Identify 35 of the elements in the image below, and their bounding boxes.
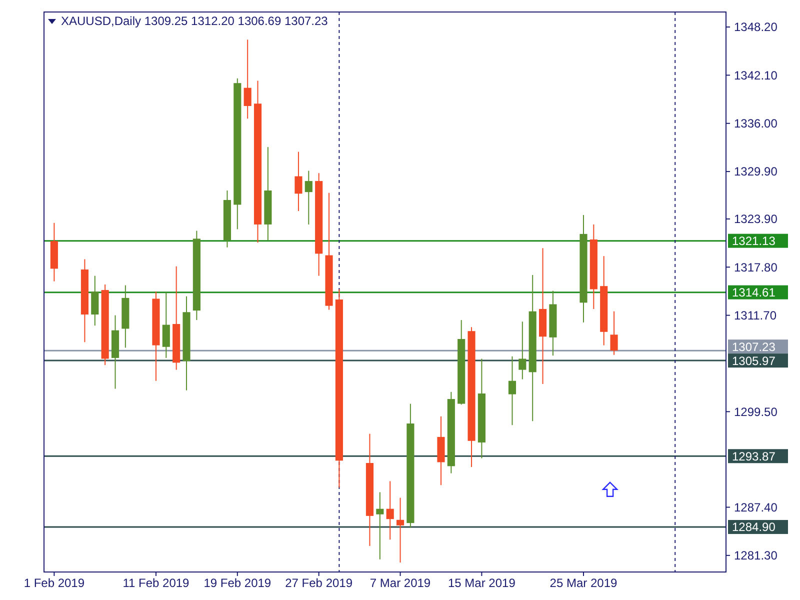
x-tick-label: 7 Mar 2019 [370,576,431,590]
candlestick [294,151,302,212]
x-tick-label: 11 Feb 2019 [122,576,190,590]
x-tick-label: 1 Feb 2019 [24,576,85,590]
y-tick-label: 1281.30 [734,548,778,563]
ref-line-label: 1284.90 [732,520,776,534]
candlestick [376,492,384,560]
ref-line-label: 1307.23 [732,340,776,354]
candlestick [518,321,526,380]
x-tick-label: 25 Mar 2019 [550,576,618,590]
candlestick [162,292,170,358]
y-tick-label: 1317.80 [734,260,778,274]
ref-line-label: 1314.61 [732,286,776,300]
y-tick-label: 1323.90 [734,212,778,226]
x-tick-label: 15 Mar 2019 [448,576,516,590]
candlestick [396,497,404,564]
candlestick [386,480,394,540]
x-tick-label: 27 Feb 2019 [285,576,353,590]
y-tick-label: 1287.40 [734,500,778,514]
candlestick [304,170,312,225]
chart-title: XAUUSD,Daily 1309.25 1312.20 1306.69 1307.23 [61,14,328,28]
y-tick-label: 1299.50 [734,404,778,419]
candlestick [244,39,252,120]
ref-line-label: 1321.13 [732,234,776,248]
candlestick [91,275,99,326]
x-tick-label: 19 Feb 2019 [204,576,272,590]
candlestick [610,310,618,356]
y-tick-label: 1329.90 [734,164,778,179]
candlestick [508,356,516,426]
ref-line-label: 1305.97 [732,354,776,368]
ref-line-label: 1293.87 [732,449,776,464]
y-tick-label: 1336.00 [734,116,778,131]
y-tick-label: 1348.20 [734,20,778,34]
y-tick-label: 1311.70 [734,308,777,322]
y-tick-label: 1342.10 [734,68,778,82]
